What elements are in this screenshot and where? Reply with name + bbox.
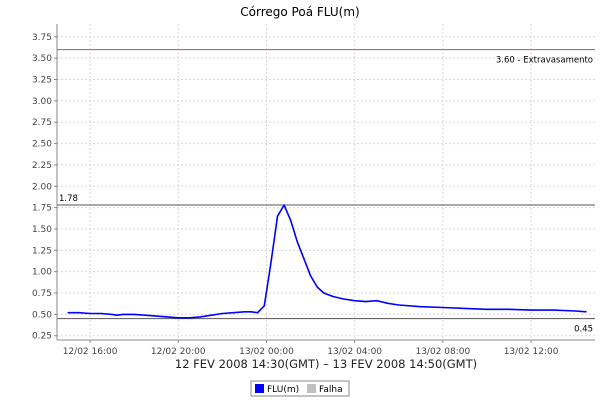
data-point [508,308,510,310]
data-point [166,316,168,318]
data-point [442,306,444,309]
data-point [221,312,223,315]
data-point [188,317,190,319]
y-tick-label: 3.75 [32,33,52,43]
data-point [133,313,135,315]
x-tick-label: 13/02 04:00 [327,347,382,357]
data-point [232,312,234,314]
data-point [316,286,318,288]
data-point [552,309,554,311]
x-tick-label: 13/02 12:00 [504,347,559,357]
data-point [464,307,466,309]
data-point [323,292,325,294]
series-layer [67,204,587,319]
data-point [276,215,279,217]
legend-swatch [307,384,316,393]
data-point [303,258,305,260]
data-point [398,304,400,306]
reference-line-label: 1.78 [59,194,78,204]
y-tick-label: 0.25 [32,332,52,342]
y-tick-label: 2.25 [32,161,52,171]
data-point [332,295,334,297]
data-point [89,312,91,315]
x-tick-label: 12/02 16:00 [63,347,118,357]
reference-line-label: 3.60 - Extravasamento [496,56,593,66]
series-line-flu [68,204,587,319]
x-axis-title: 12 FEV 2008 14:30(GMT) – 13 FEV 2008 14:… [175,357,477,371]
data-point [257,312,259,314]
data-point [210,314,212,316]
data-point [78,312,80,314]
data-point [67,312,69,314]
y-tick-label: 1.75 [32,204,52,214]
data-point [100,312,102,315]
data-point [365,301,367,303]
data-point [243,311,245,313]
data-point [144,314,146,316]
y-tick-label: 3.25 [32,76,52,86]
reference-lines: 3.60 - Extravasamento 1.78 0.45 [57,49,595,335]
data-point [270,262,272,264]
data-point [122,313,124,315]
grid [57,24,595,340]
y-tick-label: 3.50 [32,54,52,64]
x-tick-label: 13/02 00:00 [239,347,294,357]
data-point [310,275,312,277]
axes: 0.25 0.50 0.75 1.00 1.25 1.50 1.75 2.00 2.25 2.50… [32,24,595,357]
data-point [250,311,252,313]
data-point [296,241,298,243]
data-point [376,300,378,302]
legend-label: Falha [319,385,343,395]
legend-label: FLU(m) [267,385,299,395]
y-tick-label: 3.00 [32,97,52,107]
y-tick-label: 2.00 [32,182,52,192]
y-tick-label: 0.75 [32,289,52,299]
data-point [290,219,292,221]
data-point [420,306,422,308]
y-tick-label: 2.75 [32,118,52,128]
data-point [354,300,356,302]
data-point [115,314,118,316]
y-tick-label: 1.25 [32,246,52,256]
x-tick-label: 13/02 08:00 [415,347,470,357]
reference-line-label: 0.45 [574,325,593,335]
chart-title: Córrego Poá FLU(m) [240,5,359,19]
data-point [585,311,587,313]
legend: FLU(m) Falha [250,380,350,397]
data-point [177,317,179,319]
data-point [387,302,389,304]
data-point [155,315,157,317]
data-point [574,310,576,312]
plot-area [57,24,595,340]
data-point [283,204,285,206]
data-point [263,305,265,307]
y-tick-label: 2.50 [32,140,52,150]
y-tick-label: 0.50 [32,310,52,320]
data-point [486,308,488,310]
legend-box [250,380,350,397]
data-point [111,313,113,315]
legend-swatch [255,384,264,393]
x-tick-label: 12/02 20:00 [151,347,206,357]
y-tick-label: 1.00 [32,268,52,278]
data-point [343,298,345,300]
data-point [199,316,201,318]
data-point [530,309,532,311]
y-tick-label: 1.50 [32,225,52,235]
